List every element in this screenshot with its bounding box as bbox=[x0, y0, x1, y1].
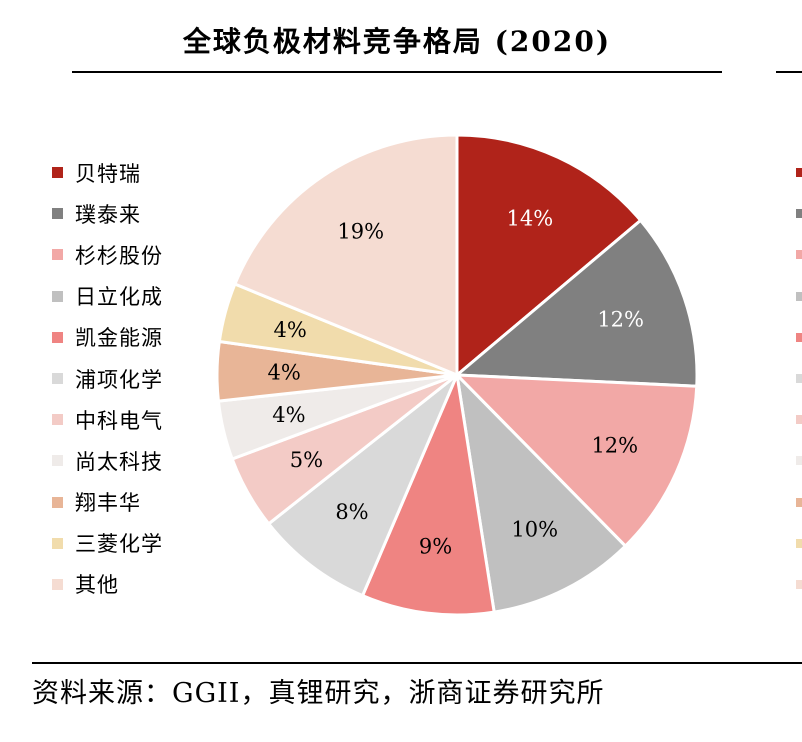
adjacent-legend-marker bbox=[796, 399, 802, 440]
adjacent-legend-marker bbox=[796, 276, 802, 317]
source-divider bbox=[32, 662, 802, 664]
legend-label: 杉杉股份 bbox=[75, 243, 163, 268]
slice-data-label: 5% bbox=[290, 448, 323, 472]
pie-slice bbox=[455, 373, 627, 614]
legend-label: 璞泰来 bbox=[75, 202, 141, 227]
legend-label: 其他 bbox=[75, 573, 119, 598]
title-underline bbox=[72, 71, 722, 73]
legend-item: 浦项化学 bbox=[52, 358, 163, 399]
legend-swatch bbox=[52, 578, 63, 590]
legend-label: 浦项化学 bbox=[75, 367, 163, 392]
legend-item: 其他 bbox=[52, 564, 163, 605]
legend-label: 贝特瑞 bbox=[75, 161, 141, 186]
adjacent-legend-swatch bbox=[796, 497, 802, 507]
legend-item: 杉杉股份 bbox=[52, 234, 163, 275]
adjacent-legend-swatch bbox=[796, 374, 802, 384]
pie-slice bbox=[361, 373, 496, 617]
adjacent-legend-marker bbox=[796, 523, 802, 564]
adjacent-legend-swatch bbox=[796, 456, 802, 466]
legend-swatch bbox=[52, 208, 63, 220]
adjacent-legend-marker bbox=[796, 482, 802, 523]
legend-label: 凯金能源 bbox=[75, 326, 163, 351]
legend-label: 尚太科技 bbox=[75, 449, 163, 474]
legend-label: 三菱化学 bbox=[75, 532, 163, 557]
adjacent-legend-marker bbox=[796, 317, 802, 358]
slice-data-label: 4% bbox=[272, 403, 305, 427]
adjacent-legend-swatch bbox=[796, 209, 802, 219]
title-underline-right bbox=[776, 71, 802, 73]
legend-item: 翔丰华 bbox=[52, 482, 163, 523]
adjacent-legend-swatch bbox=[796, 579, 802, 589]
pie-slice bbox=[455, 133, 643, 377]
slice-data-label: 9% bbox=[419, 534, 452, 558]
slice-data-label: 10% bbox=[511, 517, 558, 541]
legend-swatch bbox=[52, 496, 63, 508]
adjacent-legend-marker bbox=[796, 152, 802, 193]
legend-item: 尚太科技 bbox=[52, 440, 163, 481]
adjacent-legend-marker bbox=[796, 358, 802, 399]
adjacent-legend-marker bbox=[796, 564, 802, 605]
slice-data-label: 14% bbox=[507, 206, 554, 230]
legend-swatch bbox=[52, 414, 63, 426]
legend-swatch bbox=[52, 167, 63, 179]
slice-data-label: 12% bbox=[591, 433, 638, 457]
pie-slice bbox=[455, 218, 699, 388]
pie-chart: 14% 12% 12% 10% 9% 8% 5% 4% 4% 4% 19% bbox=[215, 133, 699, 617]
chart-title: 全球负极材料竞争格局 (2020) bbox=[182, 25, 612, 58]
legend-swatch bbox=[52, 373, 63, 385]
chart-legend: 贝特瑞璞泰来杉杉股份日立化成凯金能源浦项化学中科电气尚太科技翔丰华三菱化学其他 bbox=[52, 152, 163, 605]
adjacent-legend-marker bbox=[796, 234, 802, 275]
legend-label: 中科电气 bbox=[75, 408, 163, 433]
slice-data-label: 4% bbox=[274, 318, 307, 342]
adjacent-legend-swatch bbox=[796, 168, 802, 178]
adjacent-legend-swatch bbox=[796, 332, 802, 342]
legend-item: 中科电气 bbox=[52, 399, 163, 440]
legend-label: 日立化成 bbox=[75, 285, 163, 310]
adjacent-legend-swatch bbox=[796, 415, 802, 425]
pie-slice bbox=[267, 373, 459, 598]
legend-label: 翔丰华 bbox=[75, 491, 141, 516]
legend-swatch bbox=[52, 249, 63, 261]
legend-item: 凯金能源 bbox=[52, 317, 163, 358]
legend-swatch bbox=[52, 290, 63, 302]
adjacent-legend-marker bbox=[796, 193, 802, 234]
slice-data-label: 19% bbox=[337, 220, 384, 244]
adjacent-legend-markers bbox=[796, 152, 802, 605]
adjacent-legend-swatch bbox=[796, 250, 802, 260]
legend-item: 璞泰来 bbox=[52, 193, 163, 234]
adjacent-legend-swatch bbox=[796, 538, 802, 548]
slice-data-label: 4% bbox=[268, 360, 301, 384]
source-note: 资料来源：GGII，真锂研究，浙商证券研究所 bbox=[32, 678, 605, 709]
legend-swatch bbox=[52, 331, 63, 343]
legend-item: 贝特瑞 bbox=[52, 152, 163, 193]
adjacent-legend-marker bbox=[796, 440, 802, 481]
legend-swatch bbox=[52, 455, 63, 467]
slice-data-label: 8% bbox=[335, 500, 368, 524]
pie-slice bbox=[455, 373, 699, 548]
pie-slice bbox=[233, 133, 459, 377]
legend-item: 三菱化学 bbox=[52, 523, 163, 564]
legend-item: 日立化成 bbox=[52, 276, 163, 317]
adjacent-legend-swatch bbox=[796, 291, 802, 301]
slice-data-label: 12% bbox=[597, 308, 644, 332]
legend-swatch bbox=[52, 537, 63, 549]
